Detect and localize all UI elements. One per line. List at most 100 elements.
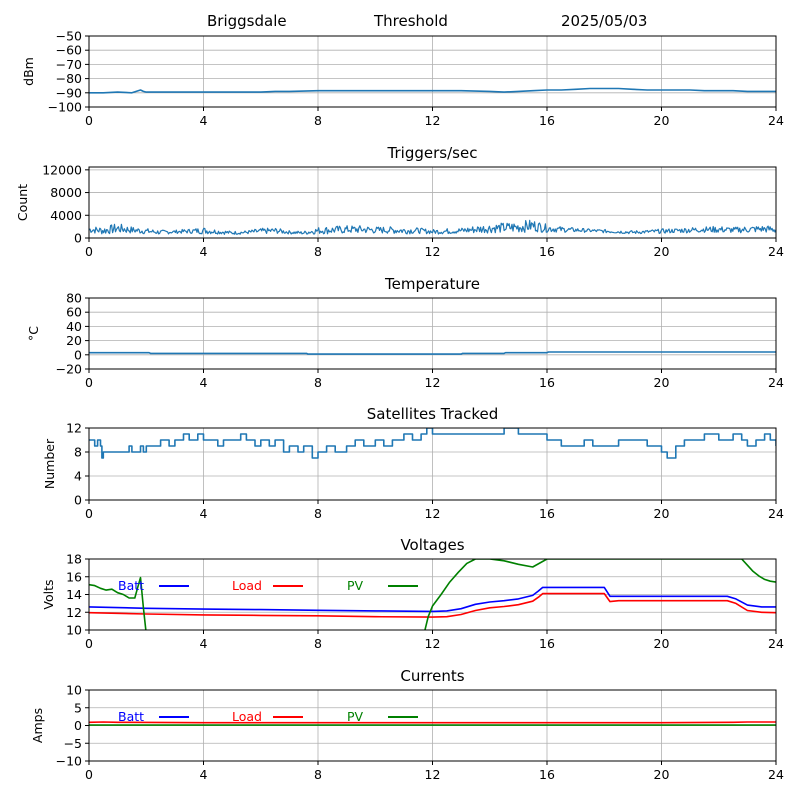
- x-tick-label: 4: [200, 113, 208, 128]
- x-tick-label: 8: [314, 636, 322, 651]
- y-tick-label: −10: [56, 754, 82, 769]
- y-tick-label: 20: [66, 333, 82, 348]
- series-line-triggers: [89, 219, 776, 235]
- y-axis-label: Amps: [30, 708, 45, 743]
- x-tick-label: 20: [654, 767, 670, 782]
- x-tick-label: 16: [539, 767, 555, 782]
- series-line-load: [89, 721, 776, 724]
- y-tick-label: −70: [56, 57, 82, 72]
- legend-label-batt: Batt: [118, 578, 144, 593]
- x-tick-label: 8: [314, 506, 322, 521]
- chart-title: Voltages: [400, 536, 464, 554]
- x-tick-label: 20: [654, 113, 670, 128]
- x-tick-label: 24: [768, 767, 784, 782]
- y-tick-label: −80: [56, 71, 82, 86]
- x-tick-label: 20: [654, 375, 670, 390]
- y-tick-label: 4000: [50, 208, 82, 223]
- y-axis-label: Volts: [41, 579, 56, 609]
- y-tick-label: 0: [74, 231, 82, 246]
- x-tick-label: 12: [425, 113, 441, 128]
- y-tick-label: 8: [74, 445, 82, 460]
- y-tick-label: 14: [66, 587, 82, 602]
- series-group: [89, 428, 776, 459]
- x-tick-label: 16: [539, 636, 555, 651]
- x-tick-label: 0: [85, 506, 93, 521]
- series-line-dbm: [89, 87, 776, 94]
- series-line-pv: [89, 559, 776, 630]
- series-line-temperature: [89, 351, 776, 355]
- y-tick-label: −60: [56, 43, 82, 58]
- y-tick-label: 8000: [50, 185, 82, 200]
- legend-label-pv: PV: [347, 709, 364, 724]
- panel-currents: 0 4 8 12 16 20 24 −10 −5 0 5 10 Currents Amps Batt Load…: [30, 667, 784, 782]
- chart-title: Currents: [400, 667, 464, 685]
- y-tick-label: 40: [66, 319, 82, 334]
- x-tick-label: 0: [85, 636, 93, 651]
- x-tick-label: 0: [85, 113, 93, 128]
- x-tick-label: 16: [539, 375, 555, 390]
- y-tick-label: 0: [74, 718, 82, 733]
- y-axis-label: °C: [26, 326, 41, 341]
- x-tick-label: 12: [425, 506, 441, 521]
- series-line-satellites: [89, 428, 776, 459]
- y-tick-label: 4: [74, 469, 82, 484]
- y-tick-label: 60: [66, 305, 82, 320]
- y-tick-label: 18: [66, 552, 82, 567]
- legend-label-load: Load: [232, 709, 262, 724]
- header-mode: Threshold: [374, 12, 448, 30]
- y-tick-label: 16: [66, 569, 82, 584]
- panel-triggers: 0 4 8 12 16 20 24 0 4000 8000 12000 Triggers/sec Cou…: [15, 144, 784, 259]
- y-tick-label: 12: [66, 421, 82, 436]
- x-tick-label: 0: [85, 244, 93, 259]
- y-tick-label: 10: [66, 623, 82, 638]
- y-tick-label: 0: [74, 493, 82, 508]
- chart-title: Satellites Tracked: [367, 405, 498, 423]
- x-tick-label: 8: [314, 113, 322, 128]
- x-tick-label: 16: [539, 113, 555, 128]
- y-axis-label: Count: [15, 184, 30, 221]
- x-tick-label: 12: [425, 244, 441, 259]
- x-tick-label: 4: [200, 506, 208, 521]
- y-tick-label: 80: [66, 291, 82, 306]
- x-tick-label: 0: [85, 767, 93, 782]
- chart-title: Triggers/sec: [387, 144, 478, 162]
- series-group: [89, 219, 776, 235]
- legend-label-load: Load: [232, 578, 262, 593]
- series-group: [89, 559, 776, 630]
- y-axis-label: dBm: [21, 57, 36, 86]
- x-tick-label: 8: [314, 767, 322, 782]
- y-tick-label: 10: [66, 683, 82, 698]
- x-tick-label: 4: [200, 375, 208, 390]
- x-tick-label: 24: [768, 244, 784, 259]
- series-group: [89, 721, 776, 726]
- header-date: 2025/05/03: [561, 12, 648, 30]
- x-tick-label: 20: [654, 506, 670, 521]
- y-tick-label: −100: [48, 100, 82, 115]
- chart-title: Temperature: [384, 275, 480, 293]
- series-line-batt: [89, 586, 776, 613]
- x-tick-label: 8: [314, 244, 322, 259]
- legend-label-pv: PV: [347, 578, 364, 593]
- x-tick-label: 4: [200, 636, 208, 651]
- y-tick-label: 0: [74, 347, 82, 362]
- x-tick-label: 20: [654, 636, 670, 651]
- panel-voltages: 0 4 8 12 16 20 24 10 12 14 16 18 Voltages Volts Batt Lo…: [41, 536, 784, 651]
- y-tick-label: −20: [56, 362, 82, 377]
- header-station: Briggsdale: [207, 12, 287, 30]
- x-tick-label: 4: [200, 244, 208, 259]
- x-tick-label: 0: [85, 375, 93, 390]
- x-tick-label: 12: [425, 375, 441, 390]
- legend-label-batt: Batt: [118, 709, 144, 724]
- x-tick-label: 4: [200, 767, 208, 782]
- x-tick-label: 24: [768, 636, 784, 651]
- series-group: [89, 351, 776, 355]
- x-tick-label: 24: [768, 506, 784, 521]
- panel-satellites: 0 4 8 12 16 20 24 0 4 8 12 Satellites Tracked Number: [42, 405, 784, 521]
- x-tick-label: 20: [654, 244, 670, 259]
- y-tick-label: 12: [66, 605, 82, 620]
- y-tick-label: 5: [74, 700, 82, 715]
- series-line-load: [89, 592, 776, 618]
- x-tick-label: 16: [539, 244, 555, 259]
